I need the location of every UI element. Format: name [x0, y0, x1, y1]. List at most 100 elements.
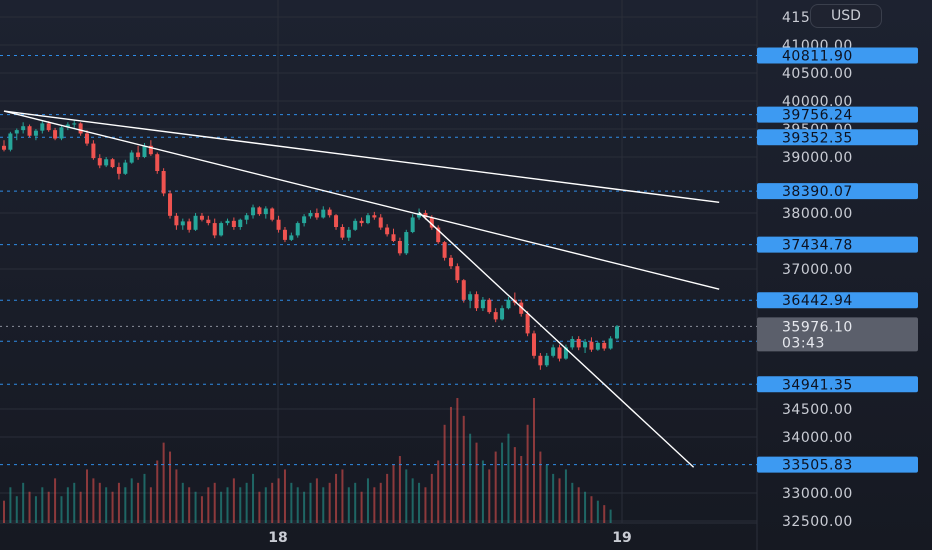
candle-body: [455, 266, 460, 281]
candle: [448, 255, 453, 269]
volume-bar: [22, 482, 25, 523]
candle-body: [244, 215, 249, 220]
volume-bar: [277, 478, 280, 523]
candle-body: [602, 342, 607, 349]
volume-bar: [418, 482, 421, 523]
volume-bar: [545, 464, 548, 523]
candle-body: [404, 232, 409, 254]
candle-body: [608, 338, 613, 349]
candle-body: [340, 227, 345, 238]
volume-bar: [296, 487, 299, 523]
trendlines[interactable]: [3, 110, 720, 468]
volume-bar: [526, 424, 529, 523]
volume-bar: [15, 496, 18, 523]
candle: [180, 218, 185, 230]
trendline[interactable]: [418, 211, 695, 468]
volume-bar: [577, 487, 580, 523]
price-level-tag-bg: [757, 106, 918, 123]
volume-bar: [188, 487, 191, 523]
candle: [334, 214, 339, 230]
last-price-tag-bg: [757, 317, 918, 352]
price-tick-label: 39000.00: [782, 150, 853, 166]
candle: [589, 337, 594, 352]
volume-bar: [60, 496, 63, 523]
candle: [257, 206, 262, 216]
candle: [353, 218, 358, 231]
candle: [53, 127, 58, 141]
price-level-tag-bg: [757, 376, 918, 393]
candle-body: [372, 215, 377, 218]
candle: [474, 291, 479, 311]
candle-body: [110, 159, 115, 168]
candle-body: [551, 347, 556, 356]
candle-body: [474, 294, 479, 309]
candle-body: [206, 219, 211, 224]
candle: [372, 211, 377, 220]
price-tick-label: 33000.00: [782, 486, 853, 502]
candle-body: [174, 215, 179, 226]
candle-body: [129, 152, 134, 163]
candle: [340, 224, 345, 240]
candle: [500, 305, 505, 321]
candle: [168, 190, 173, 219]
candle: [365, 213, 370, 225]
volume-bar: [488, 469, 491, 523]
volume-bar: [430, 473, 433, 523]
volume-bar: [443, 424, 446, 523]
candle-body: [378, 217, 383, 228]
candle-body: [238, 219, 243, 227]
price-axis[interactable]: 41500.0041000.0040500.0040000.0039500.00…: [757, 10, 918, 530]
volume-bar: [590, 496, 593, 523]
candle-body: [53, 130, 58, 139]
candle: [193, 213, 198, 231]
candle: [104, 157, 109, 168]
candle: [487, 298, 492, 314]
candle: [570, 336, 575, 350]
volume-bar: [558, 478, 561, 523]
candle-body: [570, 339, 575, 348]
candle-body: [302, 216, 307, 224]
currency-badge[interactable]: USD: [810, 4, 882, 28]
candle: [219, 221, 224, 237]
candle: [615, 325, 619, 340]
candle: [563, 344, 568, 360]
candle-body: [40, 123, 45, 131]
candle-body: [365, 215, 370, 224]
candle-body: [531, 333, 536, 356]
volume-bar: [437, 460, 440, 523]
candle: [327, 207, 332, 218]
candle-body: [104, 159, 109, 166]
price-level-tag: 39352.35: [757, 129, 918, 146]
candle: [238, 218, 243, 230]
trendline[interactable]: [3, 110, 720, 204]
price-level-tag: 34941.35: [757, 376, 918, 393]
volume-bar: [513, 447, 516, 523]
candle-body: [212, 223, 217, 236]
price-level-tag: 38390.07: [757, 183, 918, 200]
candle: [85, 130, 90, 146]
candle: [397, 237, 402, 256]
candle: [199, 213, 204, 222]
volume-bar: [303, 491, 306, 523]
candle: [308, 210, 313, 219]
volume-bar: [347, 487, 350, 523]
candle: [187, 218, 192, 233]
time-axis[interactable]: 18 19: [268, 530, 631, 546]
volume-bar: [226, 487, 229, 523]
price-level-tag-bg: [757, 292, 918, 309]
candle: [46, 121, 51, 132]
candle: [65, 122, 70, 131]
trendline[interactable]: [3, 110, 720, 290]
candle: [72, 120, 77, 128]
volume-bar: [271, 482, 274, 523]
price-tick-label: 40500.00: [782, 66, 853, 82]
volume-bar: [79, 491, 82, 523]
volume-bar: [328, 482, 331, 523]
candle-body: [219, 223, 224, 236]
price-level-tag-bg: [757, 456, 918, 473]
candle: [404, 229, 409, 255]
volume-bar: [124, 487, 127, 523]
candle-body: [448, 257, 453, 267]
